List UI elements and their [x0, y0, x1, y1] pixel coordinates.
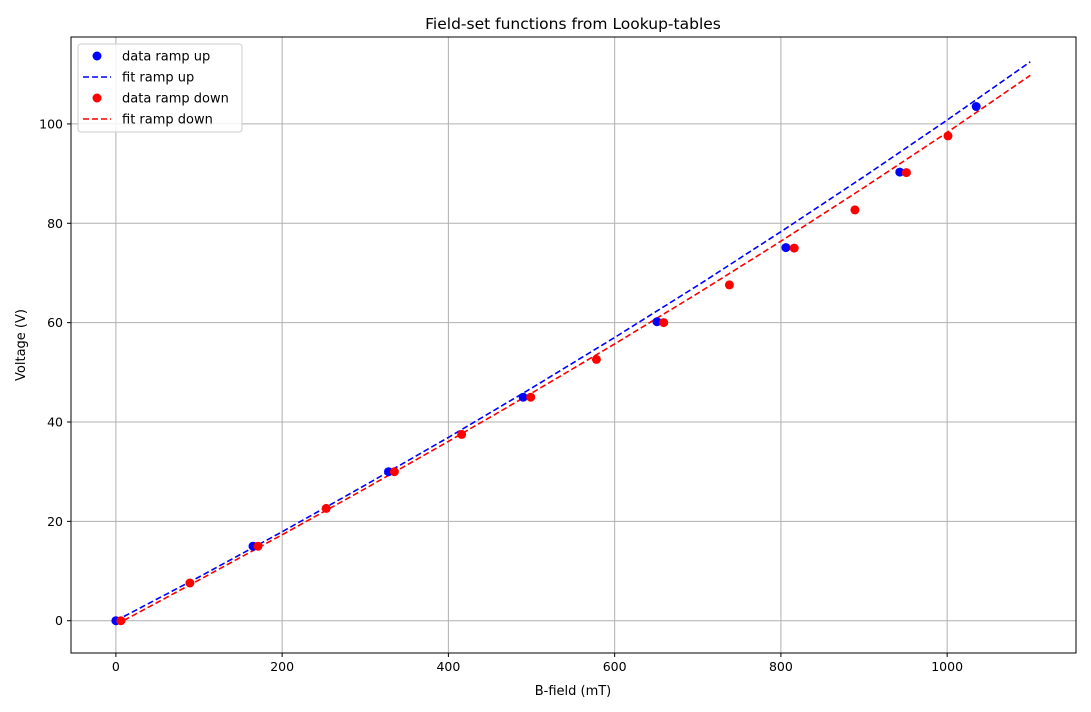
data-ramp-down-point: [789, 243, 799, 253]
data-ramp-up-point: [652, 317, 662, 327]
x-tick-label: 800: [769, 659, 793, 674]
plot-frame: [70, 36, 1077, 654]
data-ramp-down-point: [389, 467, 399, 477]
data-ramp-down-point: [943, 131, 953, 141]
y-tick-label: 80: [47, 216, 63, 231]
data-ramp-down-point: [724, 280, 734, 290]
y-tick-label: 20: [47, 514, 63, 529]
legend-frame: [77, 43, 243, 133]
legend-label-fit-ramp-down: fit ramp down: [122, 113, 213, 128]
legend-label-data-ramp-down: data ramp down: [122, 92, 229, 107]
data-ramp-down-point: [253, 541, 263, 551]
data-ramp-down-point: [526, 392, 536, 402]
legend-label-fit-ramp-up: fit ramp up: [122, 71, 194, 86]
data-ramp-up-point: [518, 392, 528, 402]
data-ramp-down-point: [850, 205, 860, 215]
y-tick-label: 0: [55, 613, 63, 628]
data-ramp-down-point: [901, 168, 911, 178]
data-ramp-down-point: [591, 354, 601, 364]
y-tick-label: 60: [47, 315, 63, 330]
data-ramp-down-point: [659, 318, 669, 328]
data-ramp-down-point: [457, 429, 467, 439]
grid: [71, 37, 1076, 653]
data-ramp-down-point: [321, 503, 331, 513]
plot-series: [111, 61, 1031, 626]
legend-swatch-data-ramp-up: [92, 51, 102, 61]
legend-swatch-data-ramp-down: [92, 93, 102, 103]
legend: data ramp up fit ramp up data ramp down fit…: [77, 43, 243, 133]
chart-title: Field-set functions from Lookup-tables: [425, 15, 721, 33]
fit-ramp-down-line: [115, 74, 1031, 626]
data-ramp-up-point: [781, 243, 791, 253]
data-ramp-up-point: [971, 102, 981, 111]
x-tick-label: 1000: [931, 659, 963, 674]
x-axis-label: B-field (mT): [535, 684, 612, 699]
y-tick-label: 40: [47, 415, 63, 430]
fit-ramp-up-line: [115, 61, 1031, 622]
axis-ticks: 0 200 400 600 800 1000 0 20 40 60 80 100: [39, 116, 963, 674]
x-tick-label: 600: [603, 659, 627, 674]
data-ramp-down-point: [116, 616, 126, 626]
y-axis-label: Voltage (V): [14, 309, 29, 381]
data-ramp-down-point: [185, 578, 195, 588]
x-tick-label: 0: [112, 659, 120, 674]
legend-label-data-ramp-up: data ramp up: [122, 50, 210, 65]
y-tick-label: 100: [39, 116, 63, 131]
data-ramp-up-point: [895, 167, 905, 177]
x-tick-label: 400: [436, 659, 460, 674]
x-tick-label: 200: [270, 659, 294, 674]
